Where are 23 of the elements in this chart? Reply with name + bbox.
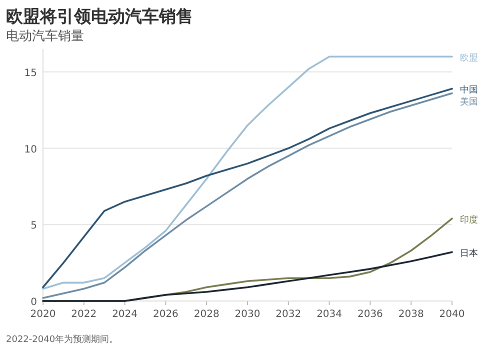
text: 2022-2040年为预测期间。 <box>6 334 118 345</box>
x-tick-label: 2038 <box>398 309 424 320</box>
series-label: 美国 <box>460 96 478 108</box>
series-label: 中国 <box>460 84 478 96</box>
x-tick-label: 2026 <box>152 309 178 320</box>
x-tick-label: 2028 <box>194 309 220 320</box>
x-tick-label: 2036 <box>357 309 383 320</box>
y-tick-label: 0 <box>30 297 37 308</box>
x-tick-label: 2030 <box>234 309 260 320</box>
chart-subtitle: 电动汽车销量 <box>6 29 84 44</box>
x-tick-label: 2024 <box>112 309 138 320</box>
x-tick-label: 2040 <box>439 309 465 320</box>
x-tick-label: 2032 <box>276 309 302 320</box>
series-label: 欧盟 <box>460 52 478 64</box>
y-tick-label: 5 <box>30 220 37 232</box>
x-tick-label: 2022 <box>71 309 97 320</box>
y-tick-label: 15 <box>24 68 37 79</box>
chart-title: 欧盟将引领电动汽车销售 <box>6 7 193 27</box>
x-tick-label: 2034 <box>316 309 342 320</box>
series-label: 日本 <box>460 248 478 260</box>
x-tick-label: 2020 <box>30 309 56 320</box>
series-label: 印度 <box>460 214 478 226</box>
y-tick-label: 10 <box>24 144 37 156</box>
